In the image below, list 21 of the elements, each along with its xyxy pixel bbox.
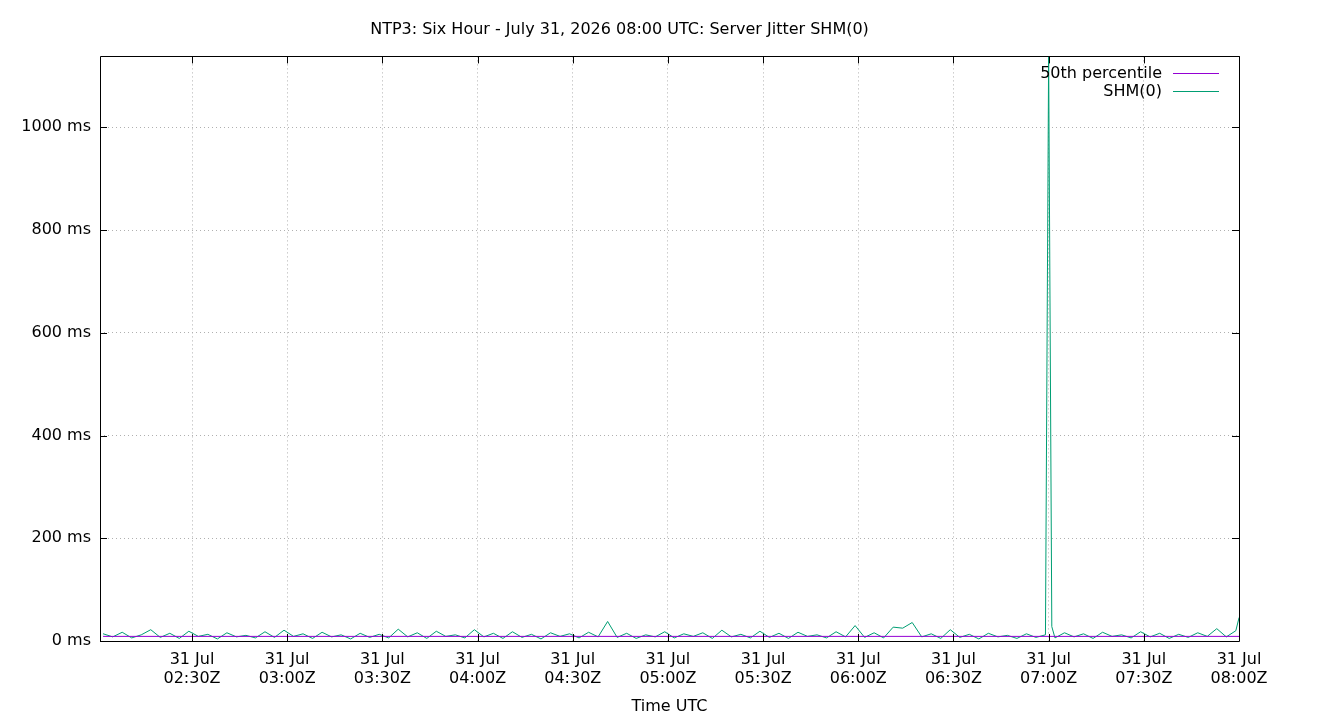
x-tick-label: 31 Jul 04:00Z [449, 649, 507, 687]
x-tick-label: 31 Jul 07:30Z [1115, 649, 1173, 687]
x-tick-label: 31 Jul 03:30Z [353, 649, 411, 687]
x-tick-label: 31 Jul 06:00Z [829, 649, 887, 687]
x-tick-label: 31 Jul 07:00Z [1020, 649, 1078, 687]
x-tick-label: 31 Jul 05:00Z [639, 649, 697, 687]
x-tick-label: 31 Jul 02:30Z [163, 649, 221, 687]
y-tick-label: 600 ms [31, 321, 91, 341]
x-tick-label: 31 Jul 04:30Z [544, 649, 602, 687]
legend-label: SHM(0) [1103, 80, 1162, 100]
y-tick-label: 0 ms [51, 630, 91, 650]
y-tick-label: 400 ms [31, 424, 91, 444]
chart-title: NTP3: Six Hour - July 31, 2026 08:00 UTC: Server Jitter SHM(0) [370, 19, 869, 39]
y-tick-label: 1000 ms [21, 116, 91, 136]
y-tick-label: 200 ms [31, 527, 91, 547]
x-tick-label: 31 Jul 08:00Z [1210, 649, 1268, 687]
x-tick-label: 31 Jul 06:30Z [924, 649, 983, 687]
x-tick-label: 31 Jul 05:30Z [734, 649, 792, 687]
x-tick-label: 31 Jul 03:00Z [258, 649, 316, 687]
x-axis-title: Time UTC [630, 695, 708, 715]
y-tick-label: 800 ms [31, 219, 91, 239]
